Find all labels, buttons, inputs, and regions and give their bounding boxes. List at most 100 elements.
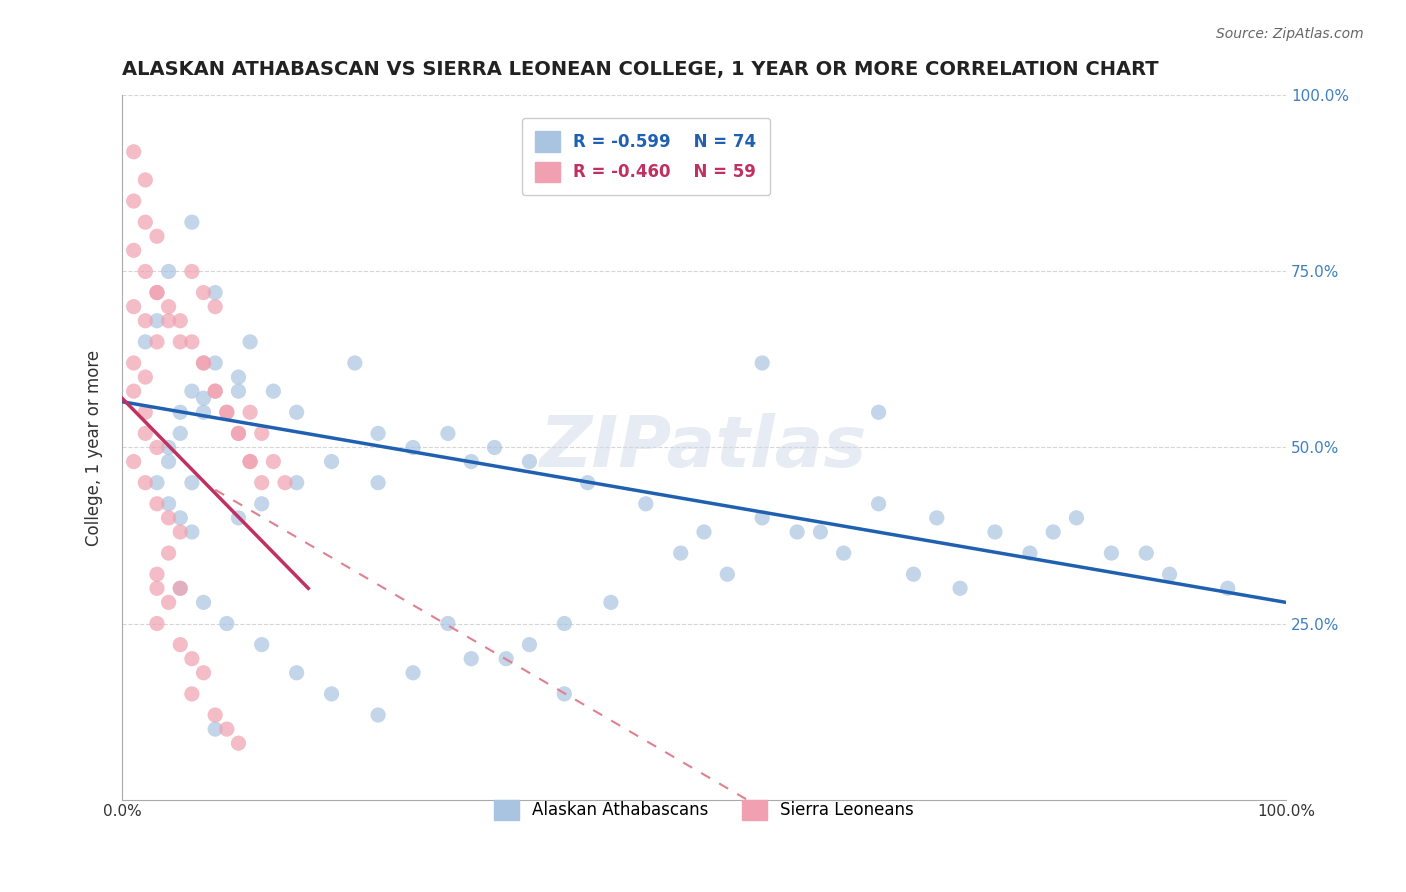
Point — [122, 454, 145, 468]
Point — [157, 511, 180, 525]
Point — [180, 475, 202, 490]
Point — [868, 405, 890, 419]
Point — [553, 616, 575, 631]
Point — [484, 441, 506, 455]
Point — [193, 405, 215, 419]
Point — [751, 511, 773, 525]
Point — [134, 475, 156, 490]
Point — [157, 595, 180, 609]
Point — [215, 722, 238, 736]
Point — [1042, 524, 1064, 539]
Point — [903, 567, 925, 582]
Point — [204, 384, 226, 399]
Point — [460, 454, 482, 468]
Point — [180, 334, 202, 349]
Point — [146, 285, 169, 300]
Point — [367, 708, 389, 723]
Point — [193, 285, 215, 300]
Point — [250, 475, 273, 490]
Point — [215, 405, 238, 419]
Point — [134, 314, 156, 328]
Point — [169, 524, 191, 539]
Point — [204, 722, 226, 736]
Point — [519, 638, 541, 652]
Text: ZIPatlas: ZIPatlas — [540, 413, 868, 482]
Point — [134, 426, 156, 441]
Point — [180, 215, 202, 229]
Point — [146, 314, 169, 328]
Point — [576, 475, 599, 490]
Point — [146, 285, 169, 300]
Point — [321, 687, 343, 701]
Point — [122, 244, 145, 258]
Point — [122, 356, 145, 370]
Point — [204, 285, 226, 300]
Point — [495, 651, 517, 665]
Point — [215, 405, 238, 419]
Point — [228, 370, 250, 384]
Point — [157, 454, 180, 468]
Point — [180, 687, 202, 701]
Point — [180, 651, 202, 665]
Point — [169, 582, 191, 596]
Point — [925, 511, 948, 525]
Point — [239, 405, 262, 419]
Point — [460, 651, 482, 665]
Point — [122, 300, 145, 314]
Point — [250, 497, 273, 511]
Point — [146, 441, 169, 455]
Y-axis label: College, 1 year or more: College, 1 year or more — [86, 350, 103, 546]
Point — [228, 426, 250, 441]
Point — [193, 391, 215, 405]
Point — [169, 638, 191, 652]
Point — [437, 616, 460, 631]
Point — [402, 665, 425, 680]
Point — [262, 384, 284, 399]
Point — [250, 638, 273, 652]
Point — [157, 314, 180, 328]
Point — [204, 300, 226, 314]
Point — [193, 356, 215, 370]
Point — [669, 546, 692, 560]
Point — [169, 334, 191, 349]
Point — [169, 511, 191, 525]
Point — [146, 334, 169, 349]
Point — [146, 616, 169, 631]
Point — [949, 582, 972, 596]
Text: Source: ZipAtlas.com: Source: ZipAtlas.com — [1216, 27, 1364, 41]
Point — [157, 546, 180, 560]
Point — [215, 616, 238, 631]
Point — [343, 356, 366, 370]
Point — [984, 524, 1007, 539]
Point — [367, 475, 389, 490]
Point — [204, 384, 226, 399]
Point — [402, 441, 425, 455]
Point — [180, 384, 202, 399]
Point — [239, 334, 262, 349]
Point — [157, 300, 180, 314]
Point — [367, 426, 389, 441]
Point — [716, 567, 738, 582]
Point — [146, 475, 169, 490]
Point — [193, 665, 215, 680]
Point — [169, 582, 191, 596]
Point — [519, 454, 541, 468]
Point — [134, 215, 156, 229]
Point — [169, 314, 191, 328]
Point — [157, 497, 180, 511]
Point — [146, 229, 169, 244]
Point — [239, 454, 262, 468]
Point — [180, 264, 202, 278]
Point — [1159, 567, 1181, 582]
Point — [134, 334, 156, 349]
Point — [693, 524, 716, 539]
Point — [180, 524, 202, 539]
Point — [228, 736, 250, 750]
Point — [599, 595, 621, 609]
Point — [134, 370, 156, 384]
Point — [786, 524, 808, 539]
Legend: Alaskan Athabascans, Sierra Leoneans: Alaskan Athabascans, Sierra Leoneans — [481, 787, 928, 833]
Point — [1019, 546, 1042, 560]
Point — [553, 687, 575, 701]
Point — [808, 524, 831, 539]
